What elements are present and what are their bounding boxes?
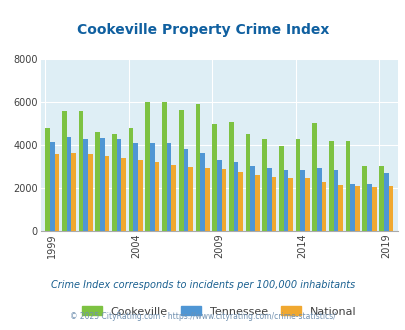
Bar bbox=[55, 154, 59, 231]
Bar bbox=[62, 111, 66, 231]
Bar bbox=[117, 139, 121, 231]
Bar bbox=[138, 160, 143, 231]
Bar bbox=[311, 123, 316, 231]
Bar bbox=[366, 184, 371, 231]
Text: Crime Index corresponds to incidents per 100,000 inhabitants: Crime Index corresponds to incidents per… bbox=[51, 280, 354, 290]
Bar bbox=[295, 139, 300, 231]
Bar bbox=[266, 168, 271, 231]
Bar bbox=[328, 141, 333, 231]
Bar bbox=[316, 168, 321, 231]
Text: Cookeville Property Crime Index: Cookeville Property Crime Index bbox=[77, 23, 328, 37]
Bar bbox=[254, 175, 259, 231]
Bar bbox=[321, 182, 326, 231]
Bar bbox=[100, 138, 104, 231]
Bar bbox=[278, 146, 283, 231]
Bar bbox=[121, 158, 126, 231]
Bar bbox=[362, 166, 366, 231]
Bar bbox=[88, 154, 92, 231]
Bar bbox=[388, 186, 392, 231]
Bar bbox=[50, 142, 55, 231]
Bar bbox=[378, 166, 383, 231]
Bar bbox=[45, 128, 50, 231]
Bar bbox=[195, 104, 200, 231]
Bar bbox=[71, 153, 76, 231]
Bar bbox=[300, 170, 304, 231]
Bar bbox=[338, 185, 342, 231]
Bar bbox=[288, 179, 292, 231]
Bar bbox=[166, 143, 171, 231]
Bar bbox=[350, 184, 354, 231]
Bar bbox=[171, 164, 176, 231]
Bar bbox=[333, 170, 338, 231]
Bar bbox=[183, 149, 188, 231]
Bar bbox=[228, 121, 233, 231]
Bar bbox=[205, 168, 209, 231]
Legend: Cookeville, Tennessee, National: Cookeville, Tennessee, National bbox=[77, 302, 360, 321]
Bar bbox=[233, 162, 238, 231]
Bar bbox=[66, 137, 71, 231]
Bar bbox=[212, 124, 216, 231]
Bar bbox=[238, 172, 242, 231]
Bar bbox=[95, 132, 100, 231]
Bar bbox=[345, 141, 350, 231]
Bar bbox=[83, 139, 88, 231]
Bar bbox=[128, 128, 133, 231]
Bar bbox=[354, 186, 359, 231]
Bar bbox=[245, 134, 249, 231]
Bar bbox=[104, 156, 109, 231]
Bar bbox=[150, 143, 154, 231]
Bar bbox=[262, 139, 266, 231]
Text: © 2025 CityRating.com - https://www.cityrating.com/crime-statistics/: © 2025 CityRating.com - https://www.city… bbox=[70, 312, 335, 321]
Bar bbox=[145, 102, 150, 231]
Bar bbox=[133, 143, 138, 231]
Bar bbox=[79, 111, 83, 231]
Bar bbox=[383, 173, 388, 231]
Bar bbox=[249, 166, 254, 231]
Bar bbox=[283, 170, 288, 231]
Bar bbox=[304, 179, 309, 231]
Bar bbox=[162, 102, 166, 231]
Bar bbox=[371, 187, 375, 231]
Bar bbox=[271, 178, 276, 231]
Bar bbox=[221, 169, 226, 231]
Bar bbox=[112, 134, 117, 231]
Bar bbox=[154, 162, 159, 231]
Bar bbox=[188, 167, 192, 231]
Bar bbox=[216, 160, 221, 231]
Bar bbox=[178, 110, 183, 231]
Bar bbox=[200, 153, 205, 231]
